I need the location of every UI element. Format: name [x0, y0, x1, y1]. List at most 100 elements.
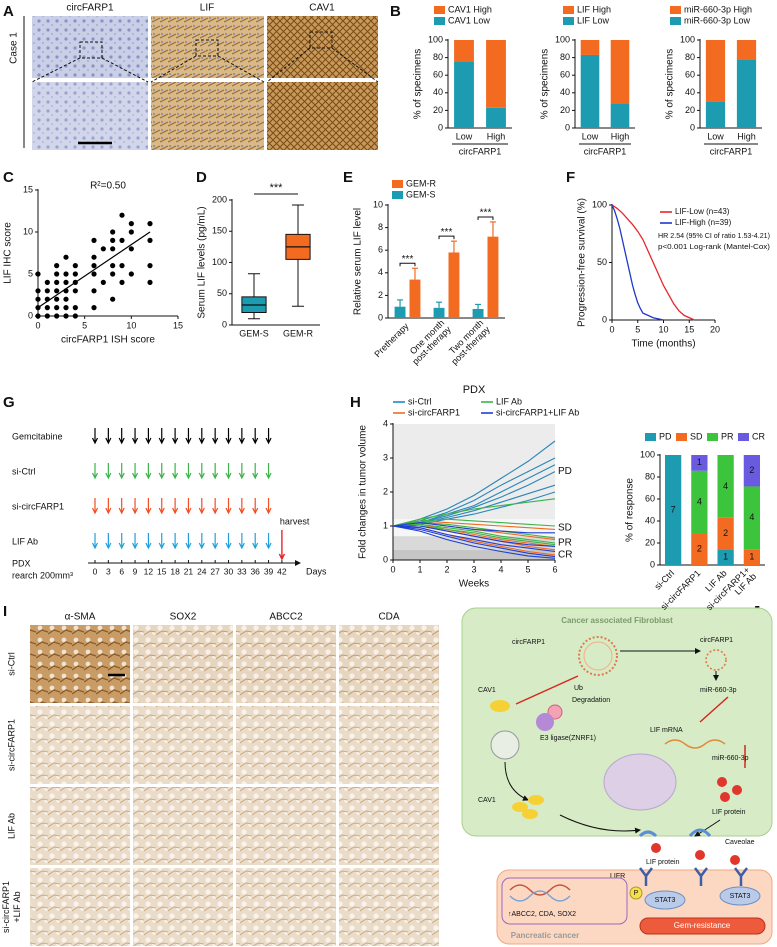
x-tick-label: 9	[133, 566, 138, 576]
lif-protein	[720, 792, 730, 802]
label: STAT3	[655, 897, 676, 904]
y-tick-label: 0	[383, 554, 388, 564]
x-tick-label: 21	[184, 566, 194, 576]
x-tick-label: High	[737, 131, 756, 141]
dna	[509, 890, 571, 902]
vesicle	[490, 730, 520, 760]
lif-protein	[732, 785, 742, 795]
legend-label: LIF Ab	[496, 396, 522, 406]
ub	[547, 704, 563, 720]
row-label: si-circFARP1	[1, 881, 11, 933]
start-label: PDX	[12, 558, 31, 568]
point	[110, 237, 116, 243]
dose-arrow	[225, 533, 232, 550]
bar-segment	[717, 549, 734, 565]
point	[35, 288, 41, 294]
x-tick-label: 33	[237, 566, 247, 576]
column-label: LIF	[200, 3, 214, 14]
annotation: R²=0.50	[90, 181, 126, 192]
dose-arrow	[212, 463, 219, 480]
data-label: 4	[723, 481, 728, 491]
point	[72, 263, 78, 269]
micrograph	[30, 868, 130, 946]
series-line	[392, 525, 556, 553]
legend-label: si-Ctrl	[408, 396, 432, 406]
y-tick-label: 100	[212, 257, 227, 267]
zone	[393, 549, 555, 560]
panel-label: H	[350, 394, 361, 411]
x-tick-label: 15	[684, 324, 694, 334]
legend-label: GEM-R	[406, 178, 436, 188]
bar-segment	[743, 455, 761, 487]
legend-label: miR-660-3p Low	[684, 15, 751, 25]
y-tick-label: 100	[680, 34, 695, 44]
legend-label: SD	[690, 431, 703, 441]
y-tick-label: 0	[28, 310, 33, 320]
stat3	[719, 886, 761, 906]
dose-arrow	[91, 463, 99, 480]
panel-label: C	[3, 169, 14, 186]
y-axis-label: LIF IHC score	[3, 222, 14, 284]
x-tick-label: 5	[635, 324, 640, 334]
point	[91, 237, 97, 243]
cav1	[512, 802, 528, 812]
x-tick-label: Pretherapy	[372, 321, 411, 360]
micrograph	[133, 787, 233, 865]
dose-arrow	[238, 498, 245, 515]
y-tick-label: 80	[645, 471, 655, 481]
bar-segment	[691, 455, 708, 471]
dose-arrow	[118, 498, 125, 515]
point	[54, 263, 60, 269]
column-label: SOX2	[170, 612, 197, 623]
x-tick-label: 15	[173, 320, 183, 330]
y-axis-label: Progression-free survival (%)	[577, 198, 588, 327]
point	[128, 229, 134, 235]
data-label: 1	[697, 457, 702, 467]
legend-label: PR	[721, 431, 734, 441]
micrograph	[236, 706, 336, 784]
point	[91, 271, 97, 277]
y-tick-label: 100	[428, 34, 443, 44]
legend-label: CAV1 High	[448, 4, 492, 14]
y-tick-label: 20	[560, 105, 570, 115]
point	[35, 313, 41, 319]
y-tick-label: 20	[645, 537, 655, 547]
bar-segment	[743, 549, 761, 565]
point	[147, 263, 153, 269]
bar-segment	[486, 40, 506, 108]
x-axis-label: Time (months)	[631, 339, 695, 350]
x-tick-label: 5	[525, 564, 530, 574]
row-label: si-Ctrl	[6, 652, 16, 676]
cav1	[528, 795, 544, 805]
point	[35, 271, 41, 277]
dose-arrow	[225, 428, 232, 445]
cell-title: Cancer associated Fibroblast	[561, 616, 673, 625]
y-tick-label: 150	[212, 226, 227, 236]
micrograph	[267, 16, 378, 78]
bar-segment	[717, 455, 734, 518]
legend-label: PD	[659, 431, 672, 441]
x-tick-label: 12	[144, 566, 154, 576]
label: E3 ligase(ZNRF1)	[540, 735, 596, 742]
y-axis-label: Fold changes in tumor volume	[358, 425, 369, 559]
y-tick-label: 80	[560, 52, 570, 62]
y-tick-label: 60	[560, 70, 570, 80]
dose-arrow	[158, 498, 165, 515]
y-tick-label: 2	[383, 486, 388, 496]
y-tick-label: 0	[222, 319, 227, 329]
x-tick-label: 0	[35, 320, 40, 330]
x-tick-label: 10	[658, 324, 668, 334]
dose-arrow	[145, 498, 152, 515]
x-axis-label: circFARP1	[710, 146, 753, 156]
x-tick-label: High	[611, 131, 630, 141]
panel-label: A	[3, 3, 14, 20]
dose-arrow	[172, 428, 179, 445]
point	[119, 263, 125, 269]
label: circFARP1	[512, 639, 545, 646]
bar-segment	[664, 455, 682, 565]
y-axis-label: % of response	[625, 478, 636, 542]
point	[54, 305, 60, 311]
annotation: ***	[480, 208, 492, 219]
panel-label: F	[566, 169, 575, 186]
point	[91, 254, 97, 260]
